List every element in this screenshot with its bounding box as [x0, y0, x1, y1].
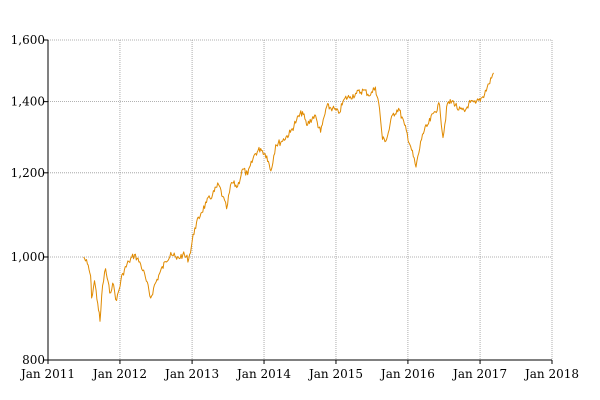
y-tick-label: 800	[22, 353, 45, 367]
grid-layer	[48, 39, 553, 360]
y-tick-label: 1,600	[11, 33, 45, 47]
series-line	[83, 72, 494, 322]
x-tick-label: Jan 2013	[163, 367, 219, 381]
y-tick-label: 1,200	[11, 166, 45, 180]
x-tick-label: Jan 2014	[235, 367, 291, 381]
x-tick-label: Jan 2016	[379, 367, 435, 381]
y-tick-label: 1,400	[11, 95, 45, 109]
axis-layer	[44, 39, 553, 364]
series-layer	[83, 72, 494, 322]
x-tick-label: Jan 2012	[91, 367, 147, 381]
label-layer: 800 1,000 1,200 1,400 1,600 Jan 2011 Jan 2012 J…	[11, 33, 579, 381]
x-tick-label: Jan 2011	[19, 367, 75, 381]
x-tick-label: Jan 2018	[523, 367, 579, 381]
x-tick-label: Jan 2017	[451, 367, 507, 381]
x-tick-label: Jan 2015	[307, 367, 363, 381]
y-tick-label: 1,000	[11, 250, 45, 264]
